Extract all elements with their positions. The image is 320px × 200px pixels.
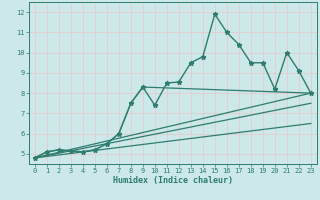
- X-axis label: Humidex (Indice chaleur): Humidex (Indice chaleur): [113, 176, 233, 185]
